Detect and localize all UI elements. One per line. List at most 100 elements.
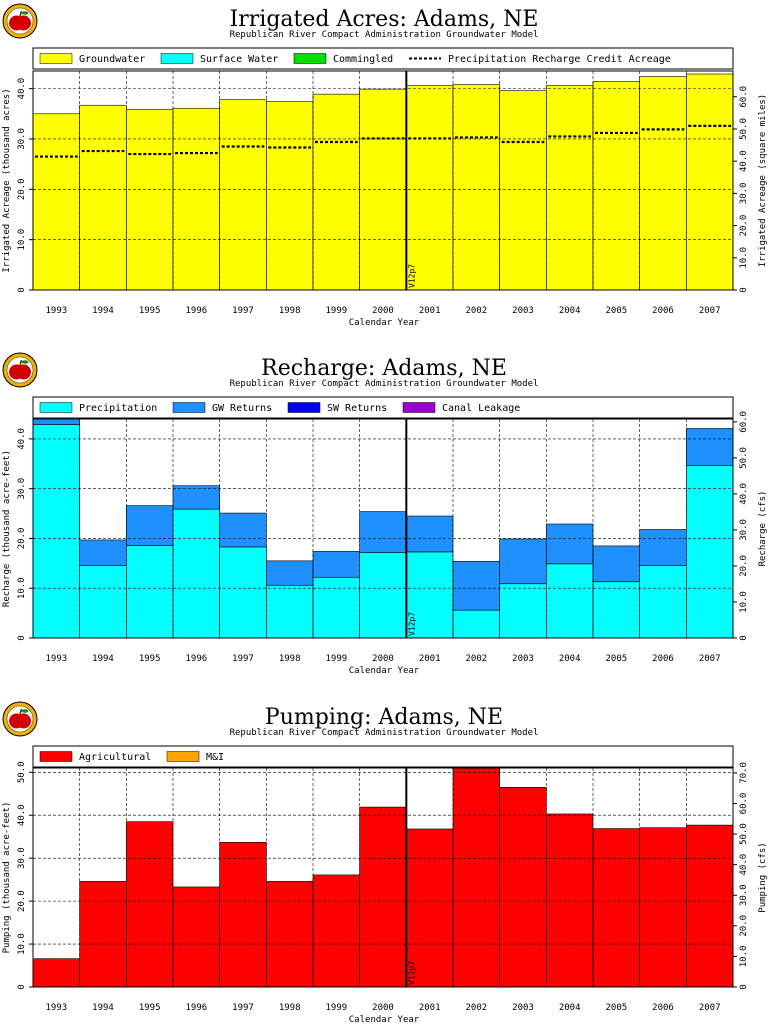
legend-item: Agricultural	[39, 751, 151, 763]
x-tick-label: 2002	[465, 654, 487, 664]
y-tick-label: 10.0	[17, 577, 27, 599]
y-tick-label: 10.0	[17, 229, 27, 251]
y2-axis-label: Pumping (cfs)	[758, 842, 768, 912]
bar	[219, 546, 267, 639]
x-tick-label: 2006	[652, 654, 674, 664]
y-tick-label: 40.0	[17, 804, 27, 826]
bar	[406, 515, 454, 553]
apple-leaf	[21, 11, 29, 15]
x-tick-label: 2001	[419, 654, 441, 664]
x-tick-label: 2004	[559, 654, 581, 664]
y-tick-label: 20.0	[17, 528, 27, 550]
x-tick-label: 2003	[512, 654, 534, 664]
x-tick-label: 1998	[279, 654, 301, 664]
x-tick-label: 2006	[652, 1003, 674, 1013]
bar	[592, 581, 640, 639]
bar	[172, 886, 220, 988]
apple-seal-icon	[2, 701, 38, 737]
legend-swatch	[39, 53, 73, 64]
apple-stem	[19, 359, 23, 366]
bars	[32, 73, 734, 291]
bar	[452, 84, 500, 291]
y2-tick-label: 20.0	[739, 215, 749, 237]
legend: Groundwater Surface Water Commingled Precip…	[32, 47, 734, 70]
y-tick-label: 40.0	[17, 78, 27, 100]
bar	[79, 104, 127, 291]
bar	[172, 508, 220, 639]
apple-stem	[19, 708, 23, 715]
legend-label: Canal Leakage	[442, 403, 520, 414]
x-tick-label: 1995	[139, 306, 161, 316]
bar	[359, 806, 407, 988]
y2-tick-label: 50.0	[739, 118, 749, 140]
y-axis-label: Irrigated Acreage (thousand acres)	[2, 88, 12, 272]
marker-label: V12p7	[407, 961, 416, 985]
bar	[639, 76, 687, 291]
y2-tick-label: 60.0	[739, 86, 749, 108]
x-tick-label: 1998	[279, 306, 301, 316]
bar	[312, 576, 360, 639]
y2-tick-label: 70.0	[739, 762, 749, 784]
legend-item: M&I	[166, 751, 224, 763]
y-tick-label: 0	[17, 984, 27, 989]
bar	[499, 787, 547, 988]
apple-seal-icon	[2, 352, 38, 388]
legend-swatch	[166, 751, 200, 762]
x-tick-label: 1994	[92, 306, 114, 316]
bar	[126, 505, 174, 546]
y-tick-label: 20.0	[17, 178, 27, 200]
bar	[359, 552, 407, 639]
y-tick-label: 30.0	[17, 128, 27, 150]
x-tick-label: 1993	[45, 306, 67, 316]
bar	[592, 828, 640, 988]
bar	[452, 609, 500, 639]
bar	[79, 881, 127, 988]
x-axis-label: Calendar Year	[349, 1015, 420, 1024]
bar	[686, 428, 734, 466]
bar	[639, 565, 687, 639]
x-tick-label: 2006	[652, 306, 674, 316]
legend-label: Agricultural	[79, 752, 151, 763]
x-tick-label: 1993	[45, 1003, 67, 1013]
grid	[33, 419, 733, 638]
bar	[499, 583, 547, 639]
legend-item: Canal Leakage	[402, 402, 520, 414]
plot-frame	[32, 767, 734, 988]
y2-tick-label: 20.0	[739, 915, 749, 937]
chart-subtitle: Republican River Compact Administration …	[230, 30, 539, 40]
bar	[546, 523, 594, 565]
bar	[546, 813, 594, 988]
bar	[172, 107, 220, 291]
bar	[312, 551, 360, 578]
x-tick-label: 2002	[465, 306, 487, 316]
bar	[499, 538, 547, 585]
legend-label: Surface Water	[200, 54, 278, 65]
legend-swatch	[293, 53, 327, 64]
apple-leaf	[21, 709, 29, 713]
bar	[452, 767, 500, 988]
y2-tick-label: 10.0	[739, 247, 749, 269]
legend-swatch	[39, 751, 73, 762]
bar	[686, 73, 734, 291]
legend-label: Groundwater	[79, 54, 145, 65]
y2-tick-label: 40.0	[739, 150, 749, 172]
legend-item: GW Returns	[172, 402, 272, 414]
x-tick-label: 1997	[232, 654, 254, 664]
legend-item: Commingled	[293, 53, 393, 65]
bar	[499, 90, 547, 291]
y2-tick-label: 40.0	[739, 483, 749, 505]
bar	[32, 113, 80, 291]
y2-tick-label: 0	[739, 287, 749, 292]
bars	[32, 417, 734, 639]
bar	[452, 561, 500, 611]
x-tick-label: 2005	[605, 1003, 627, 1013]
bar	[219, 841, 267, 988]
x-tick-label: 1996	[185, 306, 207, 316]
chart-subtitle: Republican River Compact Administration …	[230, 379, 539, 389]
y-tick-label: 30.0	[17, 847, 27, 869]
y2-axis-label: Irrigated Acreage (square miles)	[758, 94, 768, 267]
plot-frame	[32, 418, 734, 639]
x-tick-label: 1997	[232, 306, 254, 316]
